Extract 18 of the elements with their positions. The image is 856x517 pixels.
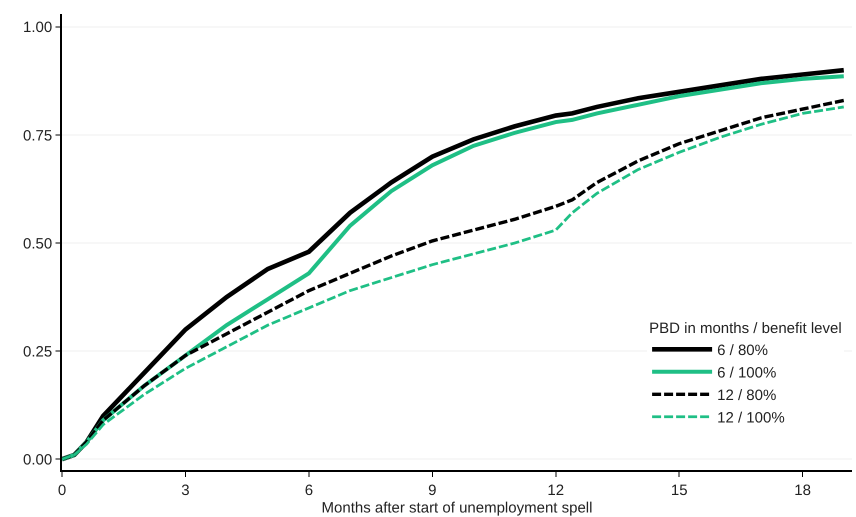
x-axis-title: Months after start of unemployment spell — [322, 499, 592, 516]
y-tick-label: 0.50 — [23, 235, 52, 252]
x-tick-label: 12 — [547, 482, 564, 499]
x-tick-label: 0 — [58, 482, 66, 499]
y-tick-label: 0.00 — [23, 451, 52, 468]
legend-label: 12 / 100% — [717, 410, 785, 427]
y-tick-label: 0.75 — [23, 127, 52, 144]
x-tick-label: 9 — [428, 482, 436, 499]
legend-label: 6 / 100% — [717, 364, 776, 382]
x-tick-label: 15 — [670, 482, 688, 499]
x-tick-label: 6 — [304, 482, 314, 499]
legend-label: 12 / 80% — [717, 387, 776, 404]
x-tick-label: 18 — [794, 482, 811, 499]
x-tick-label: 3 — [181, 482, 190, 499]
legend-label: 6 / 80% — [717, 342, 768, 360]
y-tick-label: 1.00 — [23, 19, 52, 36]
legend-title: PBD in months / benefit level — [649, 320, 842, 338]
y-tick-label: 0.25 — [23, 343, 52, 360]
